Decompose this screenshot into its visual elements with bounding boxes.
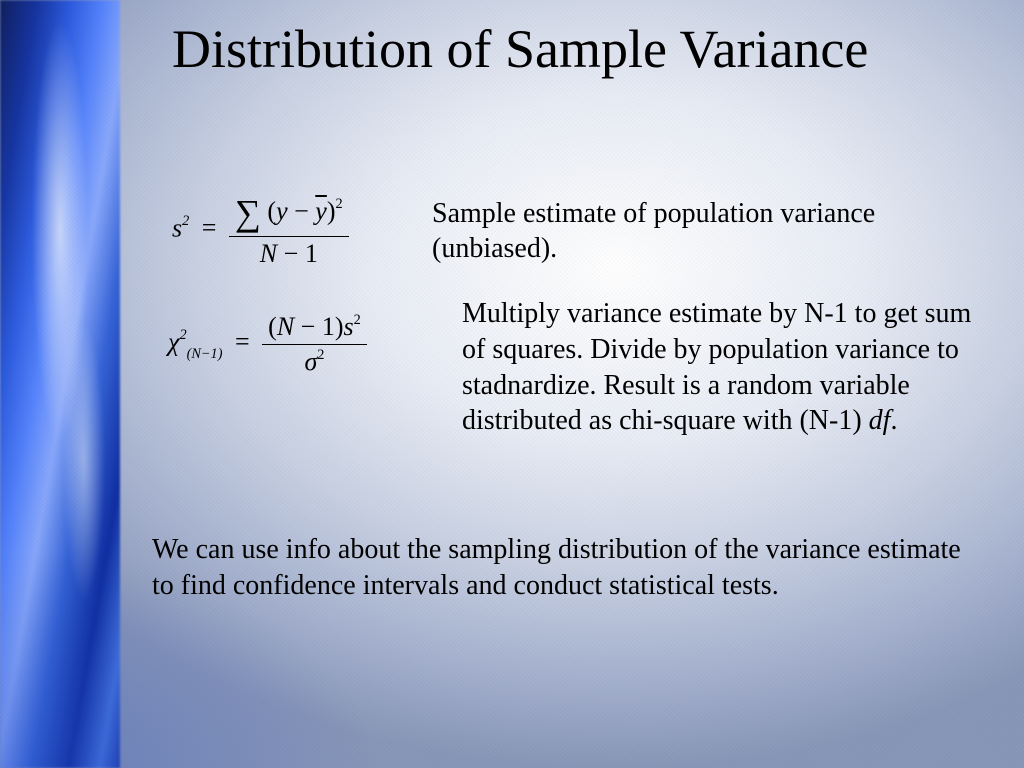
equals-sign: =: [196, 213, 223, 242]
desc-sample-variance: Sample estimate of population variance (…: [432, 196, 972, 266]
sub-n-1: (N−1): [187, 346, 223, 362]
slide: Distribution of Sample Variance s2 = ∑ (…: [0, 0, 1024, 768]
close-paren: ): [327, 197, 336, 226]
desc-df: df: [869, 405, 891, 436]
formula-sample-variance: s2 = ∑ (y − y)2 N − 1: [172, 192, 349, 269]
fraction: ∑ (y − y)2 N − 1: [229, 192, 349, 269]
sum-symbol: ∑: [235, 192, 261, 234]
minus: −: [288, 197, 316, 226]
formula-chi-square: χ2(N−1) = (N − 1)s2 σ2: [168, 312, 367, 377]
numerator: ∑ (y − y)2: [229, 192, 349, 237]
open-paren: (: [267, 197, 276, 226]
var-s: s: [344, 312, 354, 341]
const-1: 1: [322, 312, 335, 341]
blue-accent-strip: [0, 0, 120, 768]
var-n: N: [260, 239, 277, 268]
var-ybar: y: [315, 197, 327, 226]
desc-part-c: .: [890, 405, 897, 436]
fraction: (N − 1)s2 σ2: [262, 312, 367, 377]
var-sigma: σ: [304, 347, 317, 376]
sup-2: 2: [354, 312, 361, 328]
close-paren: ): [335, 312, 344, 341]
equals-sign: =: [229, 327, 256, 356]
sup-2: 2: [182, 213, 189, 229]
minus: −: [294, 312, 322, 341]
sup-2: 2: [317, 347, 324, 363]
var-chi: χ: [168, 327, 179, 356]
sup-2: 2: [336, 196, 343, 212]
body-paragraph: We can use info about the sampling distr…: [152, 532, 962, 605]
desc-chi-square: Multiply variance estimate by N-1 to get…: [462, 296, 982, 439]
slide-title: Distribution of Sample Variance: [172, 18, 868, 80]
denominator: N − 1: [229, 237, 349, 269]
numerator: (N − 1)s2: [262, 312, 367, 345]
var-n: N: [277, 312, 294, 341]
const-1: 1: [305, 239, 318, 268]
sup-2: 2: [179, 327, 186, 343]
var-s: s: [172, 213, 182, 242]
minus: −: [277, 239, 305, 268]
var-y: y: [276, 197, 288, 226]
title-text: Distribution of Sample Variance: [172, 19, 868, 79]
denominator: σ2: [262, 345, 367, 377]
open-paren: (: [268, 312, 277, 341]
